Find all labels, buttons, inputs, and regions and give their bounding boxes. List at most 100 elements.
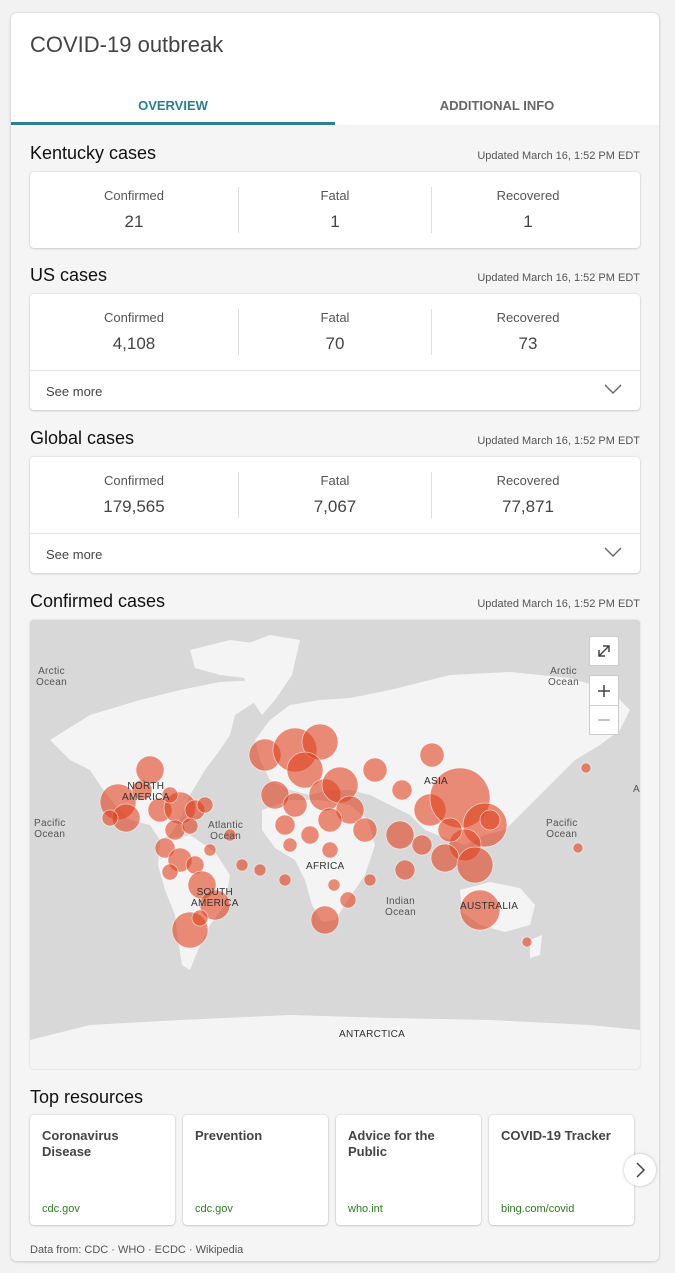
case-bubble[interactable] <box>394 859 416 881</box>
case-bubble[interactable] <box>580 762 592 774</box>
stat-value: 7,067 <box>313 497 357 516</box>
chevron-down-icon <box>604 384 622 394</box>
case-bubble[interactable] <box>363 873 377 887</box>
overview-panel: Kentucky cases Updated March 16, 1:52 PM… <box>11 125 659 1261</box>
case-bubble[interactable] <box>135 755 165 785</box>
case-bubble[interactable] <box>164 819 186 841</box>
case-bubble[interactable] <box>223 828 237 842</box>
stat-value: 1 <box>330 212 340 231</box>
resource-card-tracker[interactable]: COVID-19 Tracker bing.com/covid <box>489 1115 634 1225</box>
resource-title: Coronavirus Disease <box>42 1128 119 1159</box>
case-bubble[interactable] <box>437 817 463 843</box>
case-bubble[interactable] <box>161 786 179 804</box>
confirmed-cases-map[interactable]: Arctic Ocean Arctic Ocean Pacific Ocean Pac… <box>30 620 640 1069</box>
stat-label: Confirmed <box>104 188 164 203</box>
us-title: US cases <box>30 265 108 285</box>
stat-label: Recovered <box>496 310 560 325</box>
stat-label: Fatal <box>320 188 350 203</box>
case-bubble[interactable] <box>286 751 324 789</box>
resource-card-advice[interactable]: Advice for the Public who.int <box>336 1115 481 1225</box>
divider <box>238 187 239 233</box>
case-bubble[interactable] <box>362 757 388 783</box>
case-bubble[interactable] <box>521 936 533 948</box>
case-bubbles <box>99 723 592 949</box>
case-bubble[interactable] <box>572 842 584 854</box>
tab-overview-label: OVERVIEW <box>138 98 208 113</box>
case-bubble[interactable] <box>317 807 343 833</box>
stat-value: 21 <box>124 212 144 231</box>
case-bubble[interactable] <box>300 825 320 845</box>
resource-card-coronavirus[interactable]: Coronavirus Disease cdc.gov <box>30 1115 175 1225</box>
see-more-label: See more <box>46 384 103 399</box>
tab-bar: OVERVIEW ADDITIONAL INFO <box>11 83 659 126</box>
case-bubble[interactable] <box>385 820 415 850</box>
stat-value: 70 <box>325 334 345 353</box>
case-bubble[interactable] <box>196 796 214 814</box>
kentucky-stats-box: Confirmed 21 Fatal 1 Recovered 1 <box>30 172 640 248</box>
case-bubble[interactable] <box>310 905 340 935</box>
case-bubble[interactable] <box>430 843 460 873</box>
resource-link: who.int <box>348 1203 383 1215</box>
stat-label: Recovered <box>496 473 560 488</box>
case-bubble[interactable] <box>278 873 292 887</box>
case-bubble[interactable] <box>282 837 298 853</box>
case-bubble[interactable] <box>411 834 433 856</box>
case-bubble[interactable] <box>321 841 339 859</box>
case-bubble[interactable] <box>339 891 357 909</box>
case-bubble[interactable] <box>191 909 209 927</box>
resource-title: COVID-19 Tracker <box>501 1128 611 1143</box>
global-see-more-button[interactable]: See more <box>30 533 640 574</box>
case-bubble[interactable] <box>203 843 217 857</box>
case-bubble[interactable] <box>327 878 341 892</box>
stat-value: 4,108 <box>112 334 156 353</box>
case-bubble[interactable] <box>181 817 199 835</box>
zoom-out-icon <box>598 719 610 721</box>
us-recovered: Recovered 73 <box>432 294 624 370</box>
kentucky-updated: Updated March 16, 1:52 PM EDT <box>477 150 640 162</box>
case-bubble[interactable] <box>101 809 119 827</box>
pacific-right-label: Pacific Ocean <box>546 818 578 840</box>
case-bubble[interactable] <box>479 809 501 831</box>
tab-additional-info-label: ADDITIONAL INFO <box>439 98 555 113</box>
case-bubble[interactable] <box>459 889 501 931</box>
atlantic-label: Atlantic Ocean <box>208 820 244 842</box>
indian-ocean-label: Indian Ocean <box>385 896 416 918</box>
case-bubble[interactable] <box>282 792 308 818</box>
case-bubble[interactable] <box>352 817 378 843</box>
global-fatal: Fatal 7,067 <box>239 457 431 533</box>
divider <box>431 472 432 518</box>
case-bubble[interactable] <box>456 846 494 884</box>
see-more-label: See more <box>46 547 103 562</box>
stat-value: 73 <box>518 334 538 353</box>
top-resources-title: Top resources <box>30 1087 144 1107</box>
confirmed-map-title: Confirmed cases <box>30 591 166 611</box>
tab-overview[interactable]: OVERVIEW <box>11 83 335 125</box>
australia-label: AUSTRALIA <box>460 901 519 912</box>
case-bubble[interactable] <box>161 863 179 881</box>
world-map <box>30 620 640 1069</box>
global-updated: Updated March 16, 1:52 PM EDT <box>477 435 640 447</box>
divider <box>238 309 239 355</box>
case-bubble[interactable] <box>199 889 231 921</box>
resource-title: Advice for the Public <box>348 1128 435 1159</box>
resource-card-prevention[interactable]: Prevention cdc.gov <box>183 1115 328 1225</box>
us-see-more-button[interactable]: See more <box>30 370 640 411</box>
case-bubble[interactable] <box>253 863 267 877</box>
chevron-down-icon <box>604 547 622 557</box>
stat-label: Fatal <box>320 310 350 325</box>
case-bubble[interactable] <box>235 858 249 872</box>
kentucky-recovered: Recovered 1 <box>432 172 624 248</box>
resources-next-button[interactable] <box>624 1154 656 1186</box>
stat-value: 77,871 <box>502 497 554 516</box>
expand-map-button[interactable] <box>589 636 619 666</box>
stat-label: Fatal <box>320 473 350 488</box>
africa-label: AFRICA <box>306 861 345 872</box>
tab-additional-info[interactable]: ADDITIONAL INFO <box>335 83 659 125</box>
stat-label: Confirmed <box>104 473 164 488</box>
case-bubble[interactable] <box>419 742 445 768</box>
us-stats-box: Confirmed 4,108 Fatal 70 Recovered 73 Se… <box>30 294 640 410</box>
case-bubble[interactable] <box>391 779 413 801</box>
zoom-in-button[interactable] <box>589 675 619 705</box>
case-bubble[interactable] <box>274 814 296 836</box>
zoom-out-button[interactable] <box>589 705 619 735</box>
